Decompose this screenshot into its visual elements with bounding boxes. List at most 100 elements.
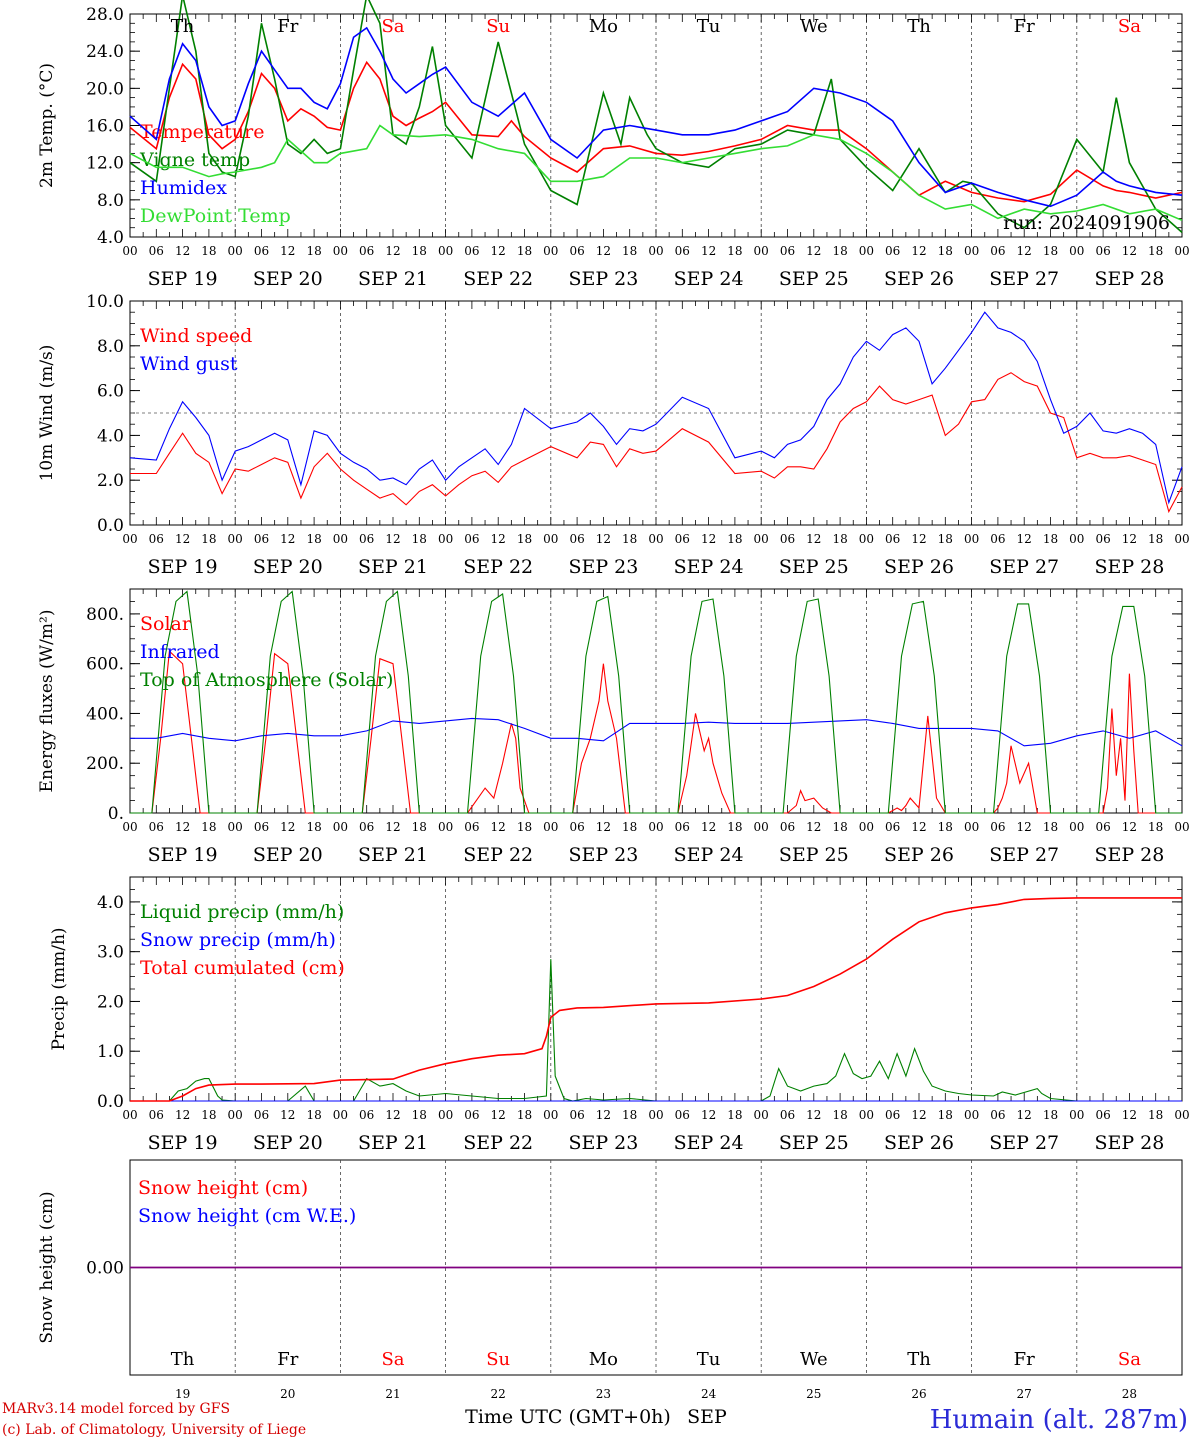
x-hour-label: 00 [964, 1108, 979, 1122]
x-hour-label: 06 [780, 820, 795, 834]
x-date-label: SEP 27 [989, 1132, 1059, 1154]
x-hour-label: 18 [1148, 532, 1163, 546]
x-date-label: SEP 23 [568, 1132, 638, 1154]
x-hour-label: 12 [911, 1108, 926, 1122]
x-hour-label: 00 [333, 532, 348, 546]
x-hour-label: 06 [1095, 820, 1110, 834]
x-hour-label: 18 [1043, 1108, 1058, 1122]
footer-credit-model: MARv3.14 model forced by GFS [2, 1401, 230, 1417]
x-hour-label: 18 [622, 532, 637, 546]
x-hour-label: 18 [727, 532, 742, 546]
x-hour-label: 00 [543, 244, 558, 258]
x-hour-label: 06 [359, 1108, 374, 1122]
x-date-label: SEP 22 [463, 1132, 533, 1154]
x-hour-label: 06 [1095, 244, 1110, 258]
x-hour-label: 12 [911, 820, 926, 834]
day-of-week-label: Sa [381, 16, 404, 37]
x-hour-label: 00 [543, 820, 558, 834]
x-hour-label: 00 [333, 820, 348, 834]
y-tick-label: 0.0 [97, 516, 124, 536]
x-hour-label: 12 [175, 1108, 190, 1122]
panel-5: 0.00 Snow height (cm) Snow height (cm) Snow… [37, 1159, 1183, 1401]
x-hour-label: 12 [1122, 244, 1137, 258]
day-number-label: 27 [1017, 1387, 1032, 1401]
x-date-label: SEP 19 [148, 556, 218, 578]
day-of-week-label: Sa [1118, 16, 1141, 37]
day-of-week-label: Th [907, 16, 931, 37]
x-hour-label: 00 [438, 532, 453, 546]
day-of-week-label: We [800, 1349, 828, 1370]
x-date-label: SEP 20 [253, 844, 323, 866]
x-hour-label: 18 [832, 820, 847, 834]
panel-frame [129, 13, 1183, 238]
x-date-label: SEP 28 [1094, 556, 1164, 578]
x-hour-label: 12 [806, 1108, 821, 1122]
x-hour-label: 00 [122, 532, 137, 546]
footer-credit-lab: (c) Lab. of Climatology, University of L… [2, 1422, 306, 1438]
x-hour-label: 00 [648, 1108, 663, 1122]
x-hour-label: 06 [990, 1108, 1005, 1122]
x-hour-label: 00 [648, 532, 663, 546]
x-hour-label: 18 [1148, 820, 1163, 834]
x-date-label: SEP 22 [463, 556, 533, 578]
x-hour-label: 18 [1043, 244, 1058, 258]
x-date-label: SEP 22 [463, 268, 533, 290]
y-tick-label: 6.0 [97, 382, 124, 402]
y-axis-title: Snow height (cm) [37, 1191, 57, 1343]
x-date-label: SEP 19 [148, 268, 218, 290]
x-date-label: SEP 20 [253, 556, 323, 578]
x-hour-label: 12 [280, 1108, 295, 1122]
station-name: Humain (alt. 287m) [930, 1405, 1188, 1435]
y-tick-label: 0.00 [86, 1259, 124, 1279]
legend-entry: DewPoint Temp [140, 205, 291, 227]
x-hour-label: 06 [990, 820, 1005, 834]
x-hour-label: 18 [1043, 532, 1058, 546]
x-hour-label: 12 [596, 820, 611, 834]
x-hour-label: 12 [596, 244, 611, 258]
x-date-label: SEP 26 [884, 556, 954, 578]
x-hour-label: 06 [149, 820, 164, 834]
series-line-top-of-atmosphere-solar- [130, 590, 1182, 814]
x-hour-label: 12 [806, 820, 821, 834]
x-hour-label: 12 [701, 532, 716, 546]
x-hour-label: 00 [122, 244, 137, 258]
y-tick-label: 4.0 [97, 426, 124, 446]
legend-entry: Vigne temp [139, 149, 250, 171]
x-hour-label: 12 [280, 244, 295, 258]
x-hour-label: 00 [228, 532, 243, 546]
y-tick-label: 2.0 [97, 992, 124, 1012]
series-line-wind-gust [129, 311, 1183, 505]
day-of-week-label: Tu [697, 1349, 721, 1370]
x-hour-label: 18 [412, 820, 427, 834]
y-tick-label: 800. [86, 605, 124, 625]
x-date-label: SEP 21 [358, 844, 428, 866]
x-hour-label: 00 [754, 244, 769, 258]
x-hour-label: 00 [754, 820, 769, 834]
x-hour-label: 18 [938, 820, 953, 834]
x-date-label: SEP 20 [253, 1132, 323, 1154]
x-hour-label: 00 [754, 1108, 769, 1122]
x-hour-label: 00 [333, 1108, 348, 1122]
x-hour-label: 18 [306, 820, 321, 834]
x-hour-label: 00 [859, 820, 874, 834]
x-hour-label: 12 [701, 244, 716, 258]
x-hour-label: 18 [938, 532, 953, 546]
x-hour-label: 18 [1148, 244, 1163, 258]
y-tick-label: 24.0 [86, 42, 124, 62]
x-date-label: SEP 19 [148, 1132, 218, 1154]
x-hour-label: 18 [517, 820, 532, 834]
legend-entry: Total cumulated (cm) [140, 957, 345, 979]
day-of-week-label: Th [171, 16, 195, 37]
x-hour-label: 06 [569, 532, 584, 546]
series-line-humidex [129, 26, 1183, 208]
x-hour-label: 00 [1174, 532, 1189, 546]
x-hour-label: 06 [254, 820, 269, 834]
day-of-week-label: Mo [589, 16, 618, 37]
x-hour-label: 06 [569, 1108, 584, 1122]
x-date-label: SEP 27 [989, 268, 1059, 290]
x-hour-label: 12 [1017, 820, 1032, 834]
x-hour-label: 12 [491, 244, 506, 258]
x-hour-label: 18 [1148, 1108, 1163, 1122]
x-hour-label: 12 [806, 244, 821, 258]
